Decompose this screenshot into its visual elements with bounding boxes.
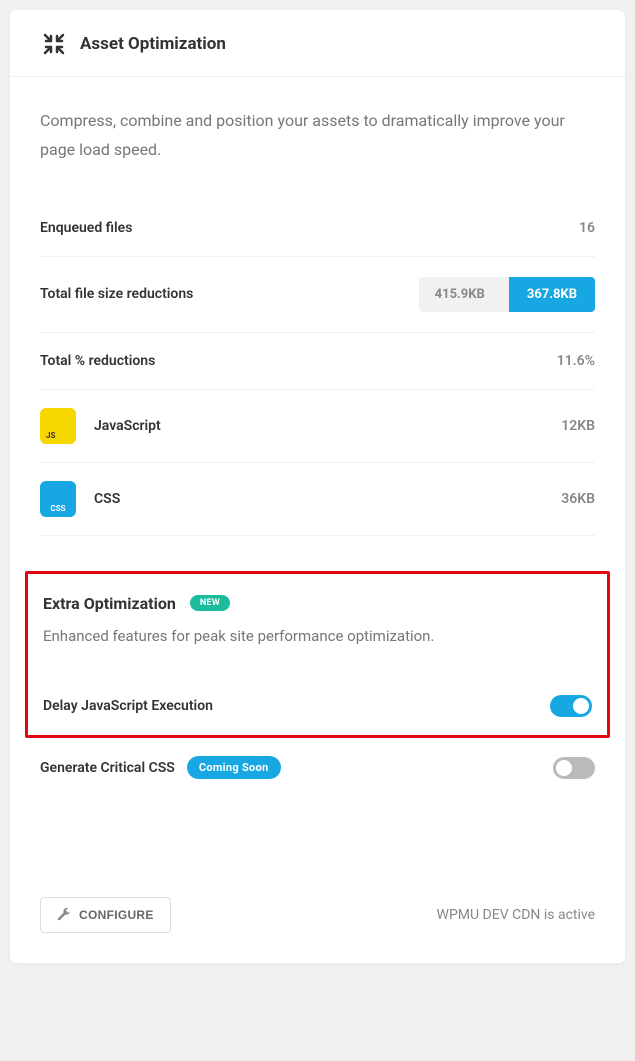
cdn-status: WPMU DEV CDN is active bbox=[437, 907, 595, 923]
toggle-label: Delay JavaScript Execution bbox=[43, 698, 213, 714]
section-heading: Extra Optimization NEW bbox=[43, 594, 592, 613]
stat-value: 11.6% bbox=[557, 353, 595, 369]
stat-percent: Total % reductions 11.6% bbox=[40, 333, 595, 390]
toggle-label: Generate Critical CSS Coming Soon bbox=[40, 756, 281, 779]
file-type-name: CSS bbox=[94, 491, 120, 507]
card-footer: CONFIGURE WPMU DEV CDN is active bbox=[10, 867, 625, 963]
intro-text: Compress, combine and position your asse… bbox=[40, 107, 595, 165]
extra-desc: Enhanced features for peak site performa… bbox=[43, 625, 592, 648]
stat-value: 16 bbox=[579, 220, 595, 236]
file-type-size: 12KB bbox=[561, 418, 595, 434]
reduction-badges: 415.9KB 367.8KB bbox=[419, 277, 595, 312]
compress-icon bbox=[40, 30, 68, 58]
card-title: Asset Optimization bbox=[80, 34, 226, 54]
size-before-badge: 415.9KB bbox=[419, 277, 509, 312]
configure-label: CONFIGURE bbox=[79, 908, 154, 922]
asset-optimization-card: Asset Optimization Compress, combine and… bbox=[10, 10, 625, 963]
configure-button[interactable]: CONFIGURE bbox=[40, 897, 171, 933]
size-after-badge: 367.8KB bbox=[509, 277, 595, 312]
generate-css-section: Generate Critical CSS Coming Soon bbox=[40, 738, 595, 797]
file-type-name: JavaScript bbox=[94, 418, 161, 434]
toggle-row-critical-css: Generate Critical CSS Coming Soon bbox=[40, 738, 595, 797]
extra-optimization-section: Extra Optimization NEW Enhanced features… bbox=[25, 571, 610, 739]
stat-label: Total file size reductions bbox=[40, 286, 193, 302]
stat-label: Enqueued files bbox=[40, 220, 132, 236]
file-type-row: JS JavaScript 12KB bbox=[40, 390, 595, 463]
css-icon: CSS bbox=[40, 481, 76, 517]
wrench-icon bbox=[57, 908, 71, 922]
toggle-row-delay-js: Delay JavaScript Execution bbox=[43, 677, 592, 735]
file-type-row: CSS CSS 36KB bbox=[40, 463, 595, 536]
stat-enqueued: Enqueued files 16 bbox=[40, 200, 595, 257]
js-icon: JS bbox=[40, 408, 76, 444]
card-body: Compress, combine and position your asse… bbox=[10, 77, 625, 797]
extra-heading: Extra Optimization bbox=[43, 594, 176, 613]
coming-soon-badge: Coming Soon bbox=[187, 756, 281, 779]
file-type-size: 36KB bbox=[561, 491, 595, 507]
toggle-delay-js[interactable] bbox=[550, 695, 592, 717]
new-badge: NEW bbox=[190, 595, 230, 611]
stat-label: Total % reductions bbox=[40, 353, 155, 369]
toggle-critical-css[interactable] bbox=[553, 757, 595, 779]
stat-filesize: Total file size reductions 415.9KB 367.8… bbox=[40, 257, 595, 333]
card-header: Asset Optimization bbox=[10, 10, 625, 77]
toggle-label-text: Generate Critical CSS bbox=[40, 760, 175, 776]
